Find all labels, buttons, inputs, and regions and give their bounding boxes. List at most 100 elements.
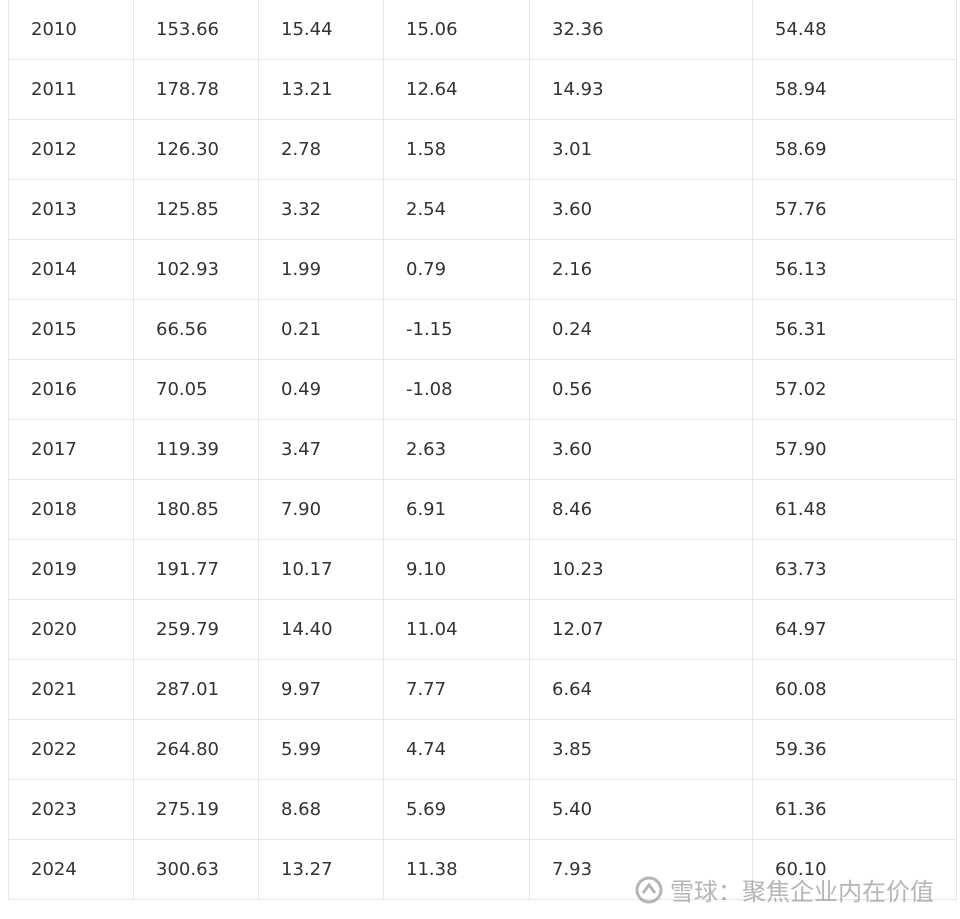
- table-cell: 14.40: [258, 599, 384, 660]
- table-cell: 2.54: [383, 179, 530, 240]
- table-cell: 2018: [8, 479, 134, 540]
- table-cell: 2011: [8, 59, 134, 120]
- table-row: 2024 300.63 13.27 11.38 7.93 60.10: [8, 839, 957, 900]
- table-row: 2018 180.85 7.90 6.91 8.46 61.48: [8, 479, 957, 540]
- table-cell: 5.69: [383, 779, 530, 840]
- table-cell: 13.27: [258, 839, 384, 900]
- table-cell: 60.08: [752, 659, 957, 720]
- table-cell: 2.63: [383, 419, 530, 480]
- table-cell: 0.49: [258, 359, 384, 420]
- table-cell: 61.48: [752, 479, 957, 540]
- table-cell: 102.93: [133, 239, 259, 300]
- table-cell: 9.97: [258, 659, 384, 720]
- table-cell: 63.73: [752, 539, 957, 600]
- table-cell: 57.76: [752, 179, 957, 240]
- table-cell: 1.99: [258, 239, 384, 300]
- table-cell: 15.44: [258, 0, 384, 60]
- table-cell: 2024: [8, 839, 134, 900]
- table-row: 2017 119.39 3.47 2.63 3.60 57.90: [8, 419, 957, 480]
- table-cell: 1.58: [383, 119, 530, 180]
- table-row: 2015 66.56 0.21 -1.15 0.24 56.31: [8, 299, 957, 360]
- table-cell: 14.93: [529, 59, 753, 120]
- watermark-text: 雪球：聚焦企业内在价值: [670, 878, 934, 906]
- table-cell: 4.74: [383, 719, 530, 780]
- table-cell: 54.48: [752, 0, 957, 60]
- table-cell: 2.78: [258, 119, 384, 180]
- table-cell: 57.90: [752, 419, 957, 480]
- table-cell: 3.32: [258, 179, 384, 240]
- table-cell: 12.07: [529, 599, 753, 660]
- table-row: 2020 259.79 14.40 11.04 12.07 64.97: [8, 599, 957, 660]
- table-row: 2014 102.93 1.99 0.79 2.16 56.13: [8, 239, 957, 300]
- table-cell: 5.40: [529, 779, 753, 840]
- table-cell: -1.08: [383, 359, 530, 420]
- table-row: 2011 178.78 13.21 12.64 14.93 58.94: [8, 59, 957, 120]
- table-row: 2012 126.30 2.78 1.58 3.01 58.69: [8, 119, 957, 180]
- table-cell: 0.79: [383, 239, 530, 300]
- table-cell: 2016: [8, 359, 134, 420]
- table-cell: 125.85: [133, 179, 259, 240]
- table-cell: 2023: [8, 779, 134, 840]
- watermark-logo: [635, 876, 663, 903]
- table-row: 2019 191.77 10.17 9.10 10.23 63.73: [8, 539, 957, 600]
- table-cell: 3.60: [529, 179, 753, 240]
- table-cell: 8.46: [529, 479, 753, 540]
- table-cell: 15.06: [383, 0, 530, 60]
- table-cell: 191.77: [133, 539, 259, 600]
- table-cell: 59.36: [752, 719, 957, 780]
- table-cell: 2021: [8, 659, 134, 720]
- table-cell: 2019: [8, 539, 134, 600]
- table-cell: 57.02: [752, 359, 957, 420]
- table-cell: 2022: [8, 719, 134, 780]
- table-cell: 7.90: [258, 479, 384, 540]
- table-cell: 7.77: [383, 659, 530, 720]
- table-cell: 2010: [8, 0, 134, 60]
- table-cell: -1.15: [383, 299, 530, 360]
- table-cell: 12.64: [383, 59, 530, 120]
- table-cell: 119.39: [133, 419, 259, 480]
- table-cell: 60.10: [752, 839, 957, 900]
- table-cell: 2014: [8, 239, 134, 300]
- table-cell: 56.31: [752, 299, 957, 360]
- table-cell: 64.97: [752, 599, 957, 660]
- table-cell: 178.78: [133, 59, 259, 120]
- table-cell: 32.36: [529, 0, 753, 60]
- table-cell: 10.23: [529, 539, 753, 600]
- table-cell: 0.21: [258, 299, 384, 360]
- table-cell: 3.85: [529, 719, 753, 780]
- table-cell: 11.04: [383, 599, 530, 660]
- table-cell: 0.56: [529, 359, 753, 420]
- table-cell: 287.01: [133, 659, 259, 720]
- table-cell: 66.56: [133, 299, 259, 360]
- table-cell: 58.69: [752, 119, 957, 180]
- watermark: 雪球：聚焦企业内在价值: [634, 872, 934, 907]
- table-row: 2010 153.66 15.44 15.06 32.36 54.48: [8, 0, 957, 60]
- table-cell: 264.80: [133, 719, 259, 780]
- table-cell: 153.66: [133, 0, 259, 60]
- table-cell: 2020: [8, 599, 134, 660]
- table-cell: 6.91: [383, 479, 530, 540]
- table-cell: 126.30: [133, 119, 259, 180]
- table-cell: 275.19: [133, 779, 259, 840]
- table-cell: 180.85: [133, 479, 259, 540]
- table-row: 2013 125.85 3.32 2.54 3.60 57.76: [8, 179, 957, 240]
- table-row: 2022 264.80 5.99 4.74 3.85 59.36: [8, 719, 957, 780]
- table-cell: 13.21: [258, 59, 384, 120]
- table-row: 2021 287.01 9.97 7.77 6.64 60.08: [8, 659, 957, 720]
- data-table: 2010 153.66 15.44 15.06 32.36 54.48 2011 178.78…: [8, 0, 957, 900]
- table-cell: 300.63: [133, 839, 259, 900]
- table-cell: 5.99: [258, 719, 384, 780]
- table-cell: 9.10: [383, 539, 530, 600]
- table-cell: 8.68: [258, 779, 384, 840]
- table-cell: 2012: [8, 119, 134, 180]
- table-row: 2016 70.05 0.49 -1.08 0.56 57.02: [8, 359, 957, 420]
- table-cell: 3.47: [258, 419, 384, 480]
- table-cell: 2013: [8, 179, 134, 240]
- table-cell: 61.36: [752, 779, 957, 840]
- table-cell: 10.17: [258, 539, 384, 600]
- table-cell: 2017: [8, 419, 134, 480]
- table-cell: 11.38: [383, 839, 530, 900]
- table-cell: 0.24: [529, 299, 753, 360]
- table-cell: 56.13: [752, 239, 957, 300]
- table-row: 2023 275.19 8.68 5.69 5.40 61.36: [8, 779, 957, 840]
